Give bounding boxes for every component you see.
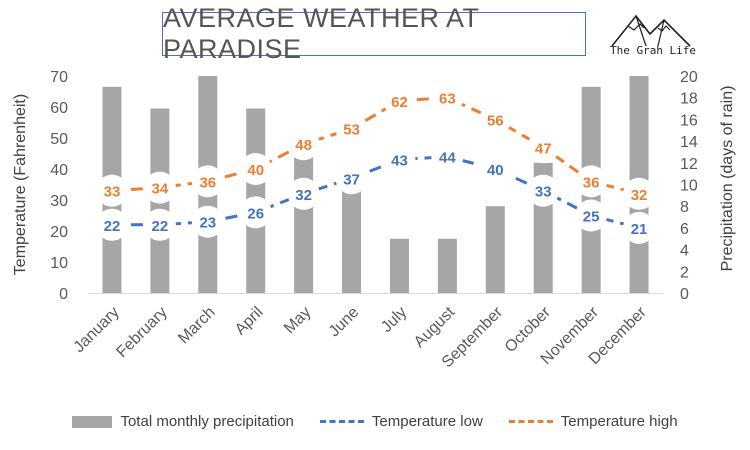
temperature-high-label-backdrop (239, 153, 272, 185)
temperature-low-data-label: 40 (487, 162, 504, 179)
temperature-high-data-label: 47 (535, 140, 552, 157)
y2-axis-title: Precipitation (days of rain) (719, 86, 736, 272)
y2-tick-label: 16 (680, 112, 698, 129)
temperature-low-data-label: 33 (535, 184, 552, 201)
legend-label-temperature-low: Temperature low (371, 413, 483, 430)
temperature-high-label-backdrop (479, 103, 512, 136)
temperature-low-label-backdrop (287, 177, 320, 210)
legend-label-precipitation: Total monthly precipitation (120, 413, 294, 430)
temperature-high-label-backdrop (575, 165, 608, 198)
temperature-high-data-label: 63 (439, 91, 456, 108)
y-tick-label: 70 (50, 69, 68, 86)
temperature-low-series-line (111, 155, 640, 230)
temperature-high-data-label: 32 (631, 187, 648, 204)
temperature-low-data-label: 22 (104, 218, 121, 235)
temperature-high-data-label: 53 (343, 122, 360, 139)
y-tick-label: 30 (50, 193, 68, 210)
y-tick-label: 0 (59, 286, 68, 303)
y-tick-label: 20 (50, 224, 68, 241)
temperature-low-label-backdrop (575, 199, 608, 232)
legend-label-temperature-high: Temperature high (560, 413, 678, 430)
temperature-low-label-backdrop (479, 153, 512, 185)
y2-tick-label: 12 (680, 156, 698, 173)
x-tick-label: July (378, 304, 410, 336)
bar (294, 151, 314, 293)
legend: Total monthly precipitation Temperature … (0, 413, 750, 430)
temperature-low-label-backdrop (95, 208, 128, 241)
temperature-low-data-label: 22 (152, 218, 169, 235)
bar (389, 238, 409, 293)
bar (485, 206, 505, 293)
temperature-high-label-backdrop (287, 128, 320, 161)
temperature-low-data-label: 23 (199, 215, 216, 232)
temperature-low-label-backdrop (143, 208, 176, 241)
temperature-low-data-label: 25 (583, 209, 600, 226)
temperature-high-data-label: 40 (247, 162, 264, 179)
temperature-low-data-label: 44 (439, 150, 456, 167)
y2-tick-label: 6 (680, 221, 689, 238)
y2-tick-label: 2 (680, 264, 689, 281)
temperature-high-label-backdrop (143, 171, 176, 204)
mountain-logo-icon (611, 14, 691, 47)
bar (342, 173, 362, 293)
temperature-high-label-backdrop (95, 174, 128, 207)
y-axis-title: Temperature (Fahrenheit) (12, 94, 29, 275)
y2-tick-label: 18 (680, 91, 698, 108)
y2-tick-label: 14 (680, 134, 698, 151)
temperature-low-label-backdrop (335, 162, 368, 195)
temperature-high-series-line (111, 96, 640, 196)
temperature-high-data-label: 48 (295, 137, 312, 154)
legend-swatch-temperature-high (508, 420, 553, 423)
y-tick-label: 10 (50, 255, 68, 272)
y-tick-label: 40 (50, 162, 68, 179)
legend-swatch-precipitation (72, 415, 113, 428)
legend-item-precipitation: Total monthly precipitation (72, 413, 294, 430)
temperature-high-data-label: 36 (583, 174, 600, 191)
temperature-high-label-backdrop (527, 131, 560, 164)
temperature-low-label-backdrop (191, 205, 224, 238)
temperature-high-label-backdrop (383, 84, 416, 117)
temperature-high-label-backdrop (623, 177, 656, 210)
temperature-low-label-backdrop (239, 196, 272, 229)
legend-swatch-temperature-low (319, 420, 364, 423)
y2-tick-label: 8 (680, 199, 689, 216)
logo-text: The Grah Life (609, 44, 697, 57)
y2-tick-label: 20 (680, 69, 698, 86)
y-tick-label: 50 (50, 131, 68, 148)
y2-tick-label: 4 (680, 243, 689, 260)
x-tick-label: February (113, 304, 170, 361)
x-tick-label: April (232, 304, 267, 339)
temperature-high-label-backdrop (335, 112, 368, 145)
temperature-low-data-label: 21 (631, 221, 648, 238)
temperature-high-data-label: 62 (391, 94, 408, 111)
temperature-low-data-label: 26 (247, 205, 264, 222)
temperature-high-data-label: 56 (487, 112, 504, 129)
temperature-low-data-label: 43 (391, 153, 408, 170)
temperature-high-data-label: 36 (199, 174, 216, 191)
bar (437, 238, 457, 293)
temperature-high-data-label: 33 (104, 184, 121, 201)
y2-tick-label: 10 (680, 178, 698, 195)
y-tick-label: 60 (50, 100, 68, 117)
x-tick-label: May (281, 304, 314, 337)
temperature-high-label-backdrop (191, 165, 224, 198)
x-tick-label: August (411, 303, 459, 351)
x-tick-label: June (326, 304, 363, 341)
legend-item-temperature-high: Temperature high (508, 413, 678, 430)
temperature-high-data-label: 34 (152, 181, 169, 198)
x-tick-label: March (175, 304, 218, 347)
temperature-low-data-label: 37 (343, 171, 360, 188)
y2-tick-label: 0 (680, 286, 689, 303)
temperature-low-label-backdrop (623, 211, 656, 244)
temperature-low-label-backdrop (383, 143, 416, 176)
temperature-low-label-backdrop (527, 174, 560, 207)
temperature-low-label-backdrop (431, 140, 464, 173)
temperature-low-data-label: 32 (295, 187, 312, 204)
temperature-high-label-backdrop (431, 81, 464, 114)
legend-item-temperature-low: Temperature low (319, 413, 483, 430)
